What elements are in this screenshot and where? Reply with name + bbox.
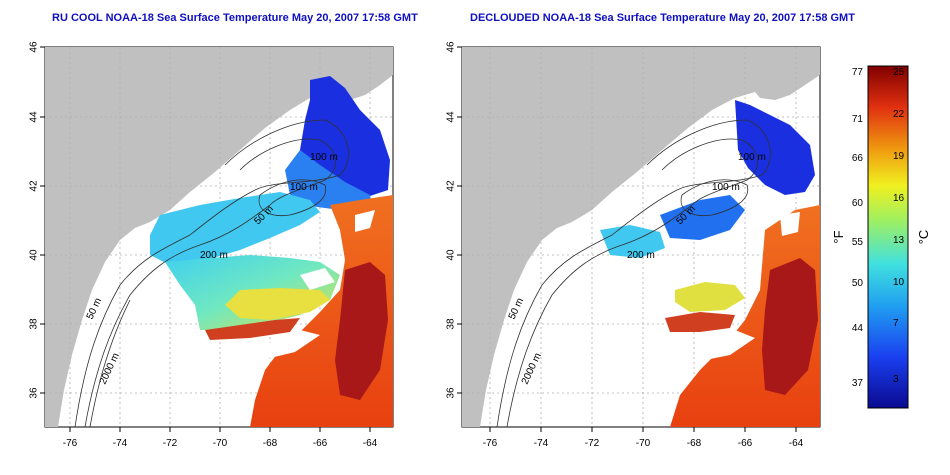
colorbar-f-tick: 60 — [852, 198, 864, 209]
right-map-panel: 100 m 100 m 50 m 200 m 50 m 2000 m -76 -… — [446, 41, 821, 449]
left-x-tick-label: -74 — [113, 438, 128, 449]
colorbar: 77 71 66 60 55 50 44 37 25 22 19 16 13 1… — [831, 65, 931, 409]
right-x-tick-label: -70 — [636, 438, 651, 449]
left-x-tick-label: -72 — [163, 438, 178, 449]
right-x-tick-label: -74 — [534, 438, 549, 449]
left-bathymetry-contours — [74, 119, 349, 427]
left-cloud-gaps — [265, 210, 375, 358]
left-y-tick-label: 38 — [29, 318, 40, 330]
colorbar-f-tick: 66 — [852, 153, 864, 164]
left-sst-dark-red-core — [335, 262, 388, 400]
right-y-tick-label: 40 — [446, 249, 457, 261]
left-x-tick-label: -68 — [263, 438, 278, 449]
colorbar-gradient — [867, 65, 909, 409]
colorbar-f-tick: 77 — [852, 67, 864, 78]
left-sst-cyan-shelf — [150, 192, 320, 265]
colorbar-f-tick: 44 — [852, 323, 864, 334]
left-x-tick-label: -64 — [363, 438, 378, 449]
right-x-tick-label: -64 — [789, 438, 804, 449]
right-x-tick-label: -68 — [687, 438, 702, 449]
right-contour-label: 100 m — [712, 182, 740, 193]
colorbar-c-tick: 25 — [893, 67, 905, 78]
left-map-panel: 100 m 100 m 50 m 200 m 50 m 2000 m -76 -… — [29, 41, 394, 449]
colorbar-c-tick: 3 — [893, 374, 899, 385]
right-sst-yellow-patch — [675, 282, 745, 312]
right-nova-scotia — [755, 58, 820, 100]
colorbar-c-tick: 19 — [893, 151, 905, 162]
left-sst-mid-blue — [285, 150, 372, 210]
right-bathymetry-contours — [496, 119, 771, 427]
left-contour-label: 100 m — [310, 152, 338, 163]
right-panel-title: DECLOUDED NOAA-18 Sea Surface Temperatur… — [470, 12, 855, 24]
left-sst-warm-filament — [205, 318, 300, 340]
right-sst-warm-filament — [665, 312, 735, 332]
left-contour-label: 200 m — [200, 250, 228, 261]
colorbar-c-tick: 10 — [893, 277, 905, 288]
left-sst-cold-gulf-maine — [300, 76, 390, 196]
right-sst-dark-red-core — [762, 258, 818, 395]
left-y-tick-label: 46 — [29, 41, 40, 53]
right-y-tick-label: 38 — [446, 318, 457, 330]
right-cloud-gaps — [700, 212, 800, 360]
left-land-mass — [45, 47, 393, 427]
left-x-tick-label: -66 — [313, 438, 328, 449]
right-y-tick-label: 36 — [446, 387, 457, 399]
colorbar-c-tick: 22 — [893, 109, 905, 120]
colorbar-c-tick: 7 — [893, 318, 899, 329]
colorbar-f-tick: 55 — [852, 237, 864, 248]
left-y-tick-label: 40 — [29, 249, 40, 261]
left-tick-marks — [40, 46, 371, 432]
left-x-tick-label: -70 — [213, 438, 228, 449]
colorbar-f-tick: 71 — [852, 114, 864, 125]
colorbar-c-tick: 16 — [893, 193, 905, 204]
colorbar-celsius-label: °C — [916, 230, 931, 245]
colorbar-c-tick: 13 — [893, 235, 905, 246]
right-y-tick-label: 42 — [446, 180, 457, 192]
left-y-tick-label: 44 — [29, 111, 40, 123]
left-panel-title: RU COOL NOAA-18 Sea Surface Temperature … — [52, 12, 418, 24]
left-sst-yellow-band — [225, 288, 330, 320]
left-x-tick-label: -76 — [63, 438, 78, 449]
left-y-tick-label: 36 — [29, 387, 40, 399]
right-contour-label: 100 m — [738, 152, 766, 163]
right-contour-label: 200 m — [627, 250, 655, 261]
colorbar-f-tick: 37 — [852, 378, 864, 389]
left-y-tick-label: 42 — [29, 180, 40, 192]
colorbar-f-tick: 50 — [852, 278, 864, 289]
right-sst-blue-shelf — [660, 195, 745, 240]
right-x-tick-label: -72 — [585, 438, 600, 449]
colorbar-fahrenheit-label: °F — [831, 230, 846, 243]
right-tick-marks — [457, 46, 797, 432]
right-y-tick-label: 44 — [446, 111, 457, 123]
left-contour-label: 100 m — [290, 182, 318, 193]
right-land-mass — [462, 47, 820, 427]
right-x-tick-label: -76 — [483, 438, 498, 449]
right-x-tick-label: -66 — [738, 438, 753, 449]
right-y-tick-label: 46 — [446, 41, 457, 53]
